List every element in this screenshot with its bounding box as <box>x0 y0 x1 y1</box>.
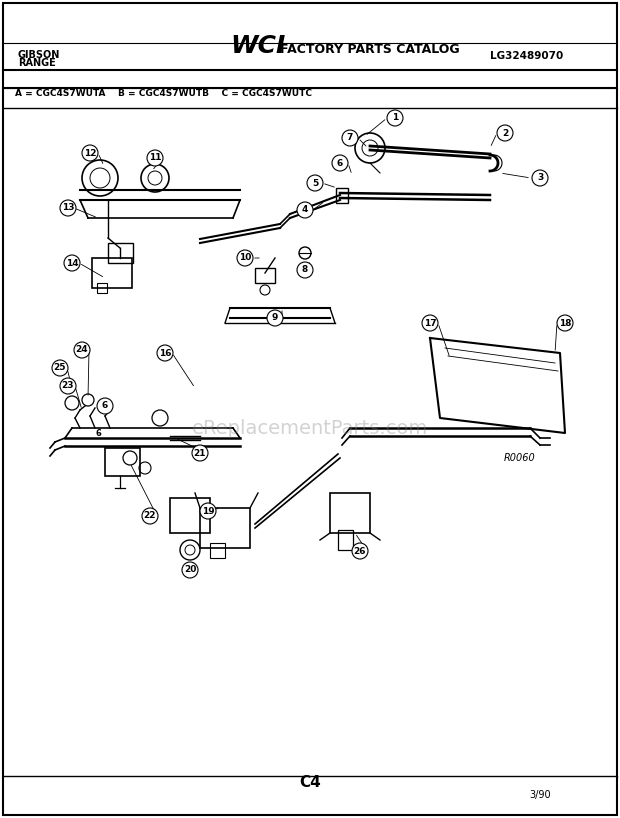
Circle shape <box>52 360 68 376</box>
Text: 4: 4 <box>302 205 308 214</box>
Circle shape <box>237 250 253 266</box>
Text: 6: 6 <box>102 402 108 411</box>
Bar <box>338 530 353 550</box>
Circle shape <box>82 145 98 161</box>
Circle shape <box>557 315 573 331</box>
Text: GIBSON: GIBSON <box>18 50 60 60</box>
Text: 18: 18 <box>559 318 571 327</box>
Bar <box>170 498 210 533</box>
Text: 24: 24 <box>76 345 88 354</box>
Circle shape <box>387 110 403 126</box>
Text: 9: 9 <box>272 313 278 322</box>
Bar <box>255 268 275 283</box>
Bar <box>97 283 107 293</box>
Text: 14: 14 <box>66 258 78 267</box>
Circle shape <box>182 562 198 578</box>
Bar <box>200 508 250 548</box>
Text: 11: 11 <box>149 154 161 163</box>
Text: 22: 22 <box>144 511 156 520</box>
Bar <box>105 448 140 476</box>
Text: 7: 7 <box>347 133 353 142</box>
Circle shape <box>422 315 438 331</box>
Circle shape <box>192 445 208 461</box>
Circle shape <box>267 310 283 326</box>
Text: 8: 8 <box>302 266 308 275</box>
Circle shape <box>307 175 323 191</box>
Circle shape <box>200 503 216 519</box>
Text: 1: 1 <box>392 114 398 123</box>
Circle shape <box>532 170 548 186</box>
Text: 12: 12 <box>84 149 96 158</box>
Text: 19: 19 <box>202 506 215 515</box>
Text: 3/90: 3/90 <box>529 790 551 800</box>
Bar <box>92 258 132 288</box>
Circle shape <box>142 508 158 524</box>
Text: 13: 13 <box>62 204 74 213</box>
Circle shape <box>60 200 76 216</box>
Text: WCI: WCI <box>230 34 285 58</box>
Circle shape <box>97 398 113 414</box>
Text: eReplacementParts.com: eReplacementParts.com <box>192 419 428 438</box>
Text: LG32489070: LG32489070 <box>490 51 563 61</box>
Text: A = CGC4S7WUTA    B = CGC4S7WUTB    C = CGC4S7WUTC: A = CGC4S7WUTA B = CGC4S7WUTB C = CGC4S7… <box>15 89 312 98</box>
Text: RANGE: RANGE <box>18 58 56 68</box>
Circle shape <box>342 130 358 146</box>
Text: 6: 6 <box>337 159 343 168</box>
Circle shape <box>74 342 90 358</box>
Text: 6: 6 <box>95 429 101 438</box>
Bar <box>108 243 133 263</box>
Text: 5: 5 <box>312 178 318 187</box>
Bar <box>330 493 370 533</box>
Circle shape <box>352 543 368 559</box>
Text: 2: 2 <box>502 128 508 137</box>
Text: 26: 26 <box>354 546 366 555</box>
Circle shape <box>297 262 313 278</box>
Text: 17: 17 <box>423 318 436 327</box>
Text: 21: 21 <box>193 448 206 457</box>
Text: R0060: R0060 <box>504 453 536 463</box>
Circle shape <box>64 255 80 271</box>
Text: C4: C4 <box>299 775 321 790</box>
Circle shape <box>332 155 348 171</box>
Circle shape <box>157 345 173 361</box>
Text: 10: 10 <box>239 254 251 263</box>
Bar <box>210 543 225 558</box>
Text: 20: 20 <box>184 565 196 574</box>
Circle shape <box>497 125 513 141</box>
Bar <box>336 188 348 203</box>
Text: 16: 16 <box>159 348 171 357</box>
Text: 3: 3 <box>537 173 543 182</box>
Circle shape <box>297 202 313 218</box>
Text: 23: 23 <box>62 381 74 390</box>
Circle shape <box>60 378 76 394</box>
Text: 25: 25 <box>54 363 66 372</box>
Text: FACTORY PARTS CATALOG: FACTORY PARTS CATALOG <box>280 43 459 56</box>
Circle shape <box>147 150 163 166</box>
